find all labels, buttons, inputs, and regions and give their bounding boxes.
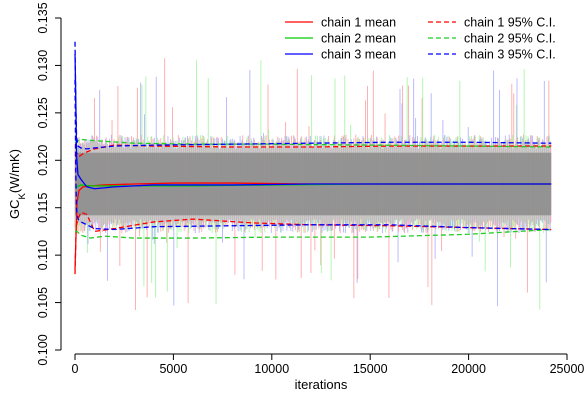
legend-label: chain 3 95% C.I. — [464, 48, 556, 62]
y-tick-label: 0.115 — [36, 192, 50, 222]
y-axis-title-main: GC — [7, 199, 22, 219]
x-tick-label: 5000 — [159, 362, 187, 376]
y-tick-label: 0.130 — [36, 50, 50, 81]
series-lines — [74, 41, 552, 275]
y-tick-label: 0.110 — [36, 240, 50, 270]
series-line — [74, 41, 552, 150]
y-tick-label: 0.100 — [36, 334, 50, 365]
series-line — [75, 228, 552, 239]
y-tick-label: 0.125 — [36, 97, 50, 128]
legend-label: chain 3 mean — [321, 48, 396, 62]
series-line — [74, 54, 552, 190]
y-axis-ticks: 0.100 0.105 0.110 0.115 0.120 0.125 0.130 0.135 — [36, 2, 61, 366]
y-tick-label: 0.135 — [36, 2, 50, 33]
legend-label: chain 2 mean — [321, 32, 396, 46]
y-axis-title-units: (W/mK) — [7, 149, 22, 193]
x-tick-label: 25000 — [550, 362, 585, 376]
series-line — [74, 138, 552, 148]
x-axis-ticks: 0 5000 10000 15000 20000 25000 — [72, 354, 585, 376]
x-tick-label: 15000 — [353, 362, 388, 376]
axes: 0 5000 10000 15000 20000 25000 0.100 0.105 0.11… — [7, 2, 584, 392]
x-tick-label: 0 — [72, 362, 79, 376]
legend-label: chain 1 95% C.I. — [464, 16, 556, 30]
legend-label: chain 2 95% C.I. — [464, 32, 556, 46]
x-tick-label: 20000 — [451, 362, 486, 376]
y-axis-title: GCK(W/mK) — [7, 149, 28, 219]
legend-label: chain 1 mean — [321, 16, 396, 30]
y-tick-label: 0.105 — [36, 287, 50, 318]
y-tick-label: 0.120 — [36, 145, 50, 176]
x-axis-title: iterations — [295, 377, 348, 392]
y-axis-title-subscript: K — [17, 192, 28, 199]
x-tick-label: 10000 — [254, 362, 289, 376]
legend: chain 1 mean chain 1 95% C.I. chain 2 mean… — [285, 16, 556, 62]
series-line — [74, 79, 552, 231]
